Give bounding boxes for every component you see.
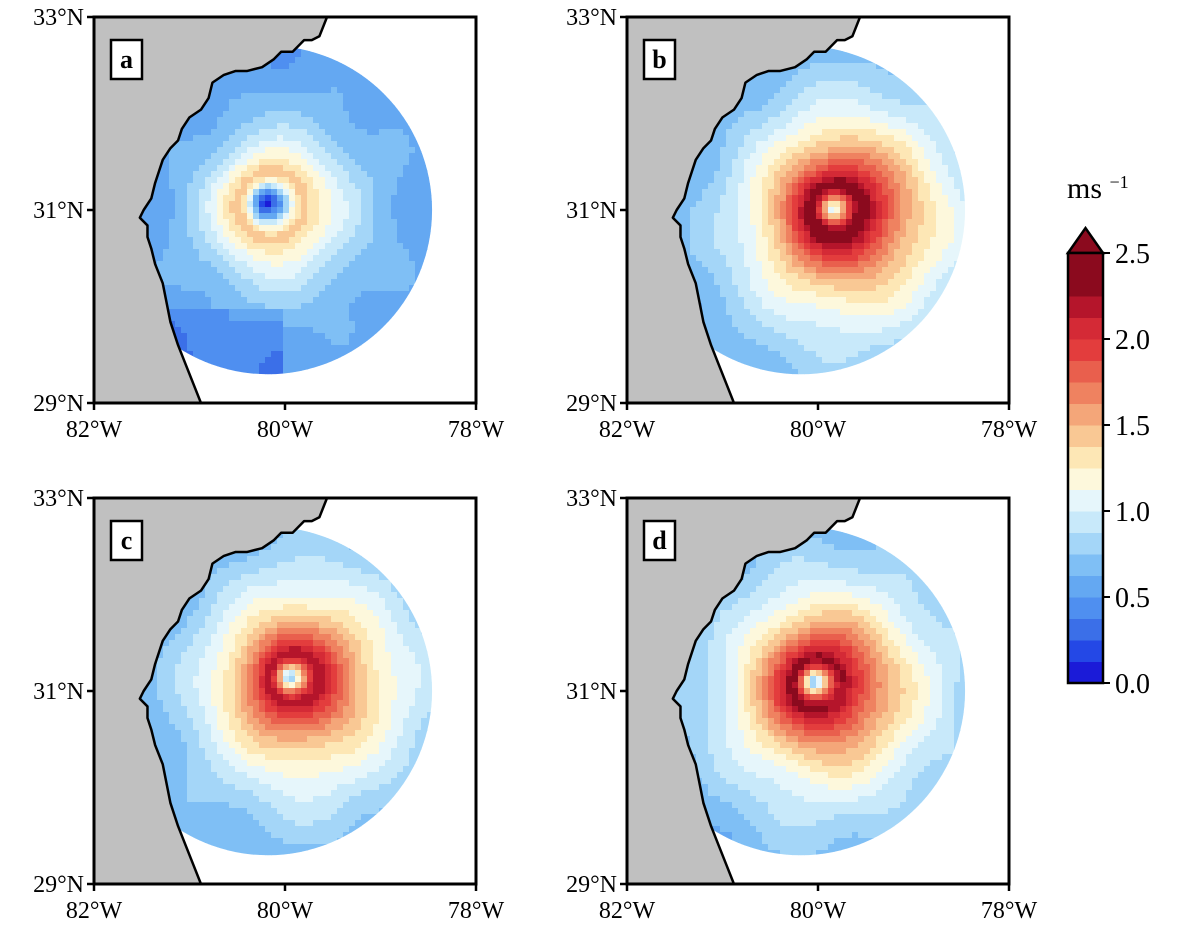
colorbar-cell [1068,489,1103,512]
colorbar-cell [1068,640,1103,662]
colorbar-cell [1068,511,1103,533]
x-tick-label: 80°W [257,898,314,924]
colorbar-cell [1068,403,1103,426]
colorbar-frame [1066,251,1105,685]
panel-label-box [109,38,144,81]
colorbar-cell [1068,360,1103,383]
colorbar-tick-label: 2.0 [1115,325,1150,356]
x-tick-label: 78°W [981,417,1038,443]
y-tick-label: 33°N [566,5,617,31]
x-tick-label: 80°W [257,417,314,443]
x-tick-label: 78°W [448,417,505,443]
panel-label: d [652,526,667,555]
colorbar-cell [1068,317,1103,340]
panel-a: 82°W 80°W 78°W 33°N 31°N 29°N a [33,5,504,443]
colorbar-cell [1068,382,1103,404]
y-tick-label: 31°N [33,198,84,224]
colorbar-cell [1068,339,1103,361]
colorbar-cell [1068,618,1103,641]
panel-d: 82°W 80°W 78°W 33°N 31°N 29°N d [566,486,1037,924]
colorbar-cell [1068,575,1103,598]
colorbar-tick-label: 1.5 [1115,411,1150,442]
y-tick-label: 33°N [33,5,84,31]
y-tick-label: 29°N [566,391,617,417]
land-area [94,17,328,403]
colorbar-unit-label: ms −1 [1067,172,1129,205]
colorbar-cell [1068,532,1103,555]
panel-label: a [120,45,133,74]
coastline [671,17,862,403]
coastline [138,498,329,884]
panel-b: 82°W 80°W 78°W 33°N 31°N 29°N b [566,5,1037,443]
unit-exponent: −1 [1110,172,1129,192]
panel-label-box [109,519,144,562]
colorbar-tick-label: 0.5 [1115,583,1150,614]
colorbar-tick-label: 1.0 [1115,497,1150,528]
map-panels: 82°W 80°W 78°W 33°N 31°N 29°N a 82°W 80°W 78°W 33°… [33,5,1037,924]
colorbar-cell [1068,597,1103,619]
colorbar-cell [1068,425,1103,447]
y-tick-label: 29°N [33,872,84,898]
colorbar-cells [1068,253,1103,684]
colorbar-tick-label: 2.5 [1115,239,1150,270]
x-tick-label: 80°W [790,417,847,443]
colorbar-cell [1068,554,1103,576]
x-tick-label: 82°W [66,417,123,443]
colorbar-cell [1068,274,1103,297]
land-area [94,498,328,884]
current-speed-field [672,45,966,375]
land-area [627,498,861,884]
colorbar-extend-arrow [1065,225,1106,255]
colorbar-cell [1068,446,1103,469]
y-tick-label: 29°N [33,391,84,417]
colorbar-cell [1068,468,1103,490]
coastline [671,498,862,884]
panel-label-box [642,38,677,81]
unit-base: ms [1067,172,1102,205]
colorbar-ticks: 0.0 0.5 1.0 1.5 2.0 2.5 [1103,239,1150,700]
y-tick-label: 33°N [33,486,84,512]
panel-c: 82°W 80°W 78°W 33°N 31°N 29°N c [33,486,504,924]
colorbar-tick-label: 0.0 [1115,669,1150,700]
colorbar-cell [1068,296,1103,318]
y-tick-label: 31°N [566,679,617,705]
coastline [138,17,329,403]
x-tick-label: 78°W [981,898,1038,924]
x-tick-label: 82°W [599,417,656,443]
y-tick-label: 33°N [566,486,617,512]
colorbar-cell [1068,661,1103,684]
land-area [627,17,861,403]
x-tick-label: 80°W [790,898,847,924]
panel-label: c [121,526,133,555]
current-speed-field [139,45,433,375]
colorbar-cell [1068,253,1103,275]
x-tick-label: 82°W [599,898,656,924]
x-tick-label: 78°W [448,898,505,924]
y-tick-label: 31°N [33,679,84,705]
colorbar: 0.0 0.5 1.0 1.5 2.0 2.5 ms −1 [1065,172,1150,700]
panel-label: b [652,45,666,74]
panel-label-box [642,519,677,562]
x-tick-label: 82°W [66,898,123,924]
y-tick-label: 29°N [566,872,617,898]
y-tick-label: 31°N [566,198,617,224]
